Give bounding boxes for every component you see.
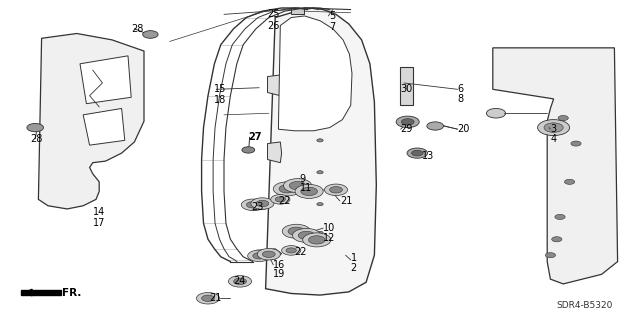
Text: 10: 10 [323, 223, 335, 233]
Circle shape [303, 233, 331, 247]
Polygon shape [83, 108, 125, 145]
Circle shape [242, 147, 255, 153]
Text: 23: 23 [252, 202, 264, 212]
Circle shape [279, 185, 296, 193]
Circle shape [571, 141, 581, 146]
Text: 4: 4 [550, 134, 557, 144]
Circle shape [228, 276, 252, 287]
Polygon shape [246, 199, 272, 211]
Circle shape [251, 198, 274, 209]
Text: 27: 27 [248, 132, 262, 142]
Circle shape [202, 295, 214, 301]
Text: 28: 28 [131, 24, 143, 34]
Text: 25: 25 [268, 9, 280, 19]
Circle shape [275, 197, 285, 202]
Circle shape [545, 253, 556, 258]
Circle shape [288, 227, 305, 235]
Circle shape [324, 184, 348, 196]
Text: 30: 30 [401, 84, 413, 94]
Text: 15: 15 [214, 84, 227, 94]
Circle shape [295, 184, 323, 198]
Text: 1: 1 [351, 253, 357, 263]
Text: 9: 9 [300, 174, 306, 184]
Text: 26: 26 [268, 20, 280, 31]
Circle shape [538, 120, 570, 136]
Text: 24: 24 [234, 276, 246, 286]
Text: 12: 12 [323, 233, 335, 243]
Circle shape [298, 231, 315, 240]
Text: FR.: FR. [62, 287, 81, 298]
Circle shape [317, 203, 323, 206]
Circle shape [407, 148, 428, 158]
Text: 5: 5 [330, 11, 336, 21]
Circle shape [246, 202, 259, 208]
Text: 16: 16 [273, 260, 285, 270]
Circle shape [412, 150, 423, 156]
Text: 21: 21 [340, 196, 352, 206]
Text: 7: 7 [330, 22, 336, 32]
Text: 22: 22 [294, 247, 307, 257]
Circle shape [555, 214, 565, 219]
Circle shape [564, 179, 575, 184]
Circle shape [196, 293, 220, 304]
Polygon shape [80, 56, 131, 104]
Circle shape [558, 115, 568, 121]
Circle shape [301, 187, 317, 196]
Circle shape [282, 246, 301, 255]
Polygon shape [400, 67, 413, 105]
Polygon shape [38, 33, 144, 209]
Text: 28: 28 [31, 134, 43, 144]
Circle shape [401, 119, 414, 125]
Text: 29: 29 [401, 124, 413, 134]
Text: 2: 2 [351, 263, 357, 273]
Polygon shape [268, 142, 282, 163]
Polygon shape [268, 75, 282, 96]
Text: 11: 11 [300, 183, 312, 193]
Circle shape [308, 236, 325, 244]
Circle shape [317, 231, 323, 234]
Circle shape [486, 108, 506, 118]
Circle shape [317, 171, 323, 174]
Text: 3: 3 [550, 124, 557, 134]
Circle shape [544, 123, 563, 132]
Text: 18: 18 [214, 95, 227, 106]
Circle shape [253, 253, 266, 259]
Text: 19: 19 [273, 269, 285, 279]
Circle shape [286, 248, 296, 253]
Circle shape [262, 251, 275, 257]
Circle shape [396, 116, 419, 128]
Circle shape [317, 139, 323, 142]
Circle shape [257, 249, 280, 260]
Text: 8: 8 [458, 94, 464, 104]
Circle shape [143, 31, 158, 38]
Circle shape [256, 200, 269, 207]
Polygon shape [266, 8, 376, 295]
Text: 14: 14 [93, 207, 105, 217]
Circle shape [427, 122, 444, 130]
Circle shape [284, 179, 312, 193]
Text: 22: 22 [278, 196, 291, 206]
Circle shape [271, 195, 290, 204]
Text: 6: 6 [458, 84, 464, 94]
Circle shape [234, 278, 246, 285]
Circle shape [282, 224, 310, 238]
Circle shape [552, 237, 562, 242]
Polygon shape [493, 48, 618, 284]
Circle shape [292, 228, 321, 242]
Circle shape [241, 199, 264, 211]
Text: 17: 17 [93, 218, 105, 228]
Polygon shape [253, 249, 282, 260]
Circle shape [289, 182, 306, 190]
Text: 20: 20 [458, 124, 470, 134]
Polygon shape [21, 290, 61, 295]
Polygon shape [291, 8, 304, 14]
Circle shape [248, 250, 271, 262]
Circle shape [273, 182, 301, 196]
Circle shape [27, 123, 44, 132]
Text: 13: 13 [422, 151, 435, 161]
Circle shape [330, 187, 342, 193]
Polygon shape [278, 16, 352, 131]
Text: 21: 21 [209, 293, 221, 303]
Text: SDR4-B5320: SDR4-B5320 [557, 301, 613, 310]
